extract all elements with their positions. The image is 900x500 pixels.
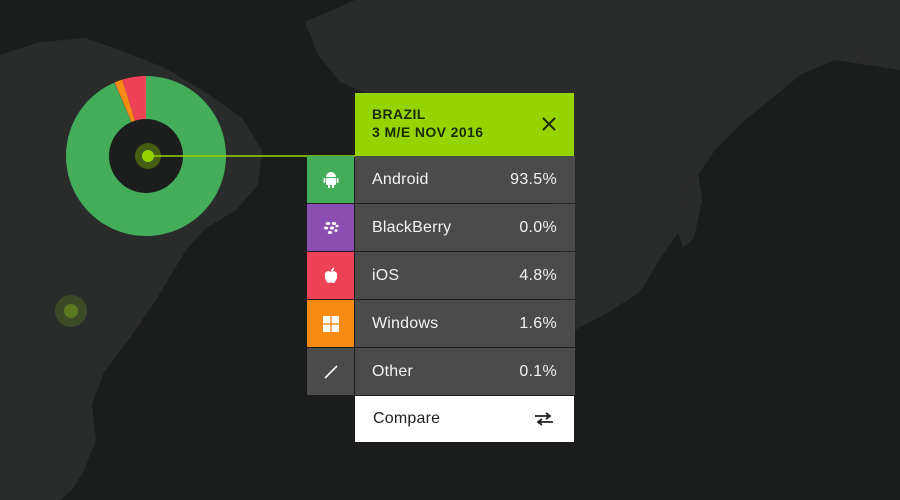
close-icon [542,117,556,131]
swap-arrows-icon [535,412,553,426]
apple-icon [324,267,337,284]
blackberry-tile [307,204,354,251]
map-land-south-america [0,38,262,500]
os-row-other-body: Other 0.1% [355,348,575,395]
country-popup: BRAZIL 3 M/E NOV 2016 Android 93.5% [307,93,575,442]
popup-header: BRAZIL 3 M/E NOV 2016 [355,93,574,156]
os-row-ios[interactable]: iOS 4.8% [307,252,575,299]
blackberry-icon [323,221,339,234]
android-tile [307,156,354,203]
os-row-windows[interactable]: Windows 1.6% [307,300,575,347]
windows-tile [307,300,354,347]
compare-label: Compare [373,410,441,427]
os-row-windows-body: Windows 1.6% [355,300,575,347]
os-row-blackberry[interactable]: BlackBerry 0.0% [307,204,575,251]
os-name: Other [372,362,414,380]
os-share: 93.5% [510,170,557,188]
os-row-other[interactable]: Other 0.1% [307,348,575,395]
period-label: 3 M/E NOV 2016 [372,124,484,140]
map-land-island [860,46,870,66]
os-name: Android [372,170,429,188]
os-share: 0.0% [519,218,557,236]
country-title: BRAZIL [372,106,426,122]
close-button[interactable] [540,115,558,133]
windows-icon [322,315,339,332]
os-name: iOS [372,266,400,284]
os-share: 1.6% [519,314,557,332]
os-row-ios-body: iOS 4.8% [355,252,575,299]
os-name: BlackBerry [372,218,452,236]
os-share: 0.1% [519,362,557,380]
map-land-madagascar [676,172,702,248]
slash-icon [323,364,338,379]
os-name: Windows [372,314,439,332]
map-land-africa [305,0,900,330]
compare-button[interactable]: Compare [355,396,574,442]
os-share: 4.8% [519,266,557,284]
ios-tile [307,252,354,299]
os-row-android[interactable]: Android 93.5% [307,156,575,203]
os-row-blackberry-body: BlackBerry 0.0% [355,204,575,251]
other-tile [307,348,354,395]
android-icon [323,171,338,188]
os-row-android-body: Android 93.5% [355,156,575,203]
